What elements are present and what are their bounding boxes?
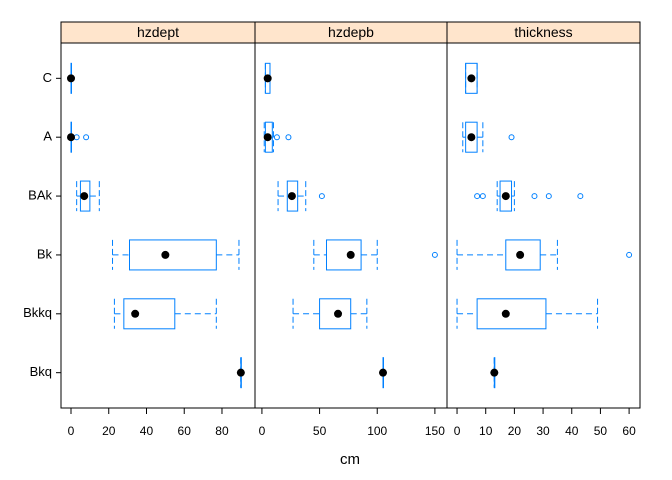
median-dot [379, 368, 387, 377]
median-dot [287, 192, 296, 201]
x-tick-label: 150 [425, 424, 445, 438]
median-dot [67, 74, 76, 83]
panel-frame [446, 42, 641, 409]
x-tick-label: 40 [565, 424, 579, 438]
x-tick-label: 50 [594, 424, 608, 438]
outlier [83, 134, 90, 141]
median-dot [490, 368, 499, 377]
median-dot [67, 133, 76, 142]
outlier [318, 193, 325, 200]
median-dot [131, 309, 140, 318]
x-tick-label: 50 [313, 424, 327, 438]
x-tick-label: 20 [102, 424, 116, 438]
strip-label: thickness [514, 24, 572, 40]
median-dot [236, 368, 245, 377]
box [123, 298, 176, 330]
y-tick-label: BAk [28, 188, 52, 203]
median-dot [80, 192, 89, 201]
x-tick-label: 80 [215, 424, 229, 438]
box [465, 62, 478, 94]
median-dot [467, 74, 476, 83]
median-dot [334, 309, 343, 318]
outlier [577, 193, 584, 200]
outlier [474, 193, 481, 200]
x-tick-label: 100 [367, 424, 387, 438]
box [476, 298, 547, 330]
box [325, 239, 362, 271]
median-dot [346, 250, 355, 259]
x-tick-label: 10 [479, 424, 493, 438]
box [499, 180, 513, 212]
box [286, 180, 299, 212]
strip-label: hzdepb [328, 24, 374, 40]
median-dot [516, 250, 525, 259]
box [505, 239, 541, 271]
x-tick-label: 20 [508, 424, 522, 438]
median-dot [161, 250, 170, 259]
panel-frame [254, 42, 448, 409]
outlier [626, 251, 633, 258]
x-tick-label: 30 [536, 424, 550, 438]
outlier [285, 134, 292, 141]
y-tick-label: Bkq [30, 364, 52, 379]
x-tick-label: 60 [178, 424, 192, 438]
x-tick-label: 0 [454, 424, 461, 438]
outlier [431, 251, 438, 258]
median-dot [263, 133, 272, 142]
median-dot [467, 133, 476, 142]
x-axis-label: cm [340, 451, 360, 468]
box [319, 298, 352, 330]
outlier [508, 134, 515, 141]
x-tick-label: 0 [68, 424, 75, 438]
panel-frame [60, 42, 256, 409]
x-tick-label: 60 [622, 424, 636, 438]
outlier [273, 134, 280, 141]
median-dot [501, 192, 510, 201]
y-tick-label: C [43, 70, 52, 85]
strip-label: hzdept [137, 24, 179, 40]
outlier [479, 193, 486, 200]
outlier [531, 193, 538, 200]
box [129, 239, 217, 271]
x-tick-label: 40 [140, 424, 154, 438]
median-dot [263, 74, 272, 83]
y-tick-label: A [43, 129, 52, 144]
y-tick-label: Bk [37, 246, 53, 261]
outlier [545, 193, 552, 200]
y-tick-label: Bkkq [23, 305, 52, 320]
x-tick-label: 0 [259, 424, 266, 438]
median-dot [501, 309, 510, 318]
box [465, 121, 478, 153]
